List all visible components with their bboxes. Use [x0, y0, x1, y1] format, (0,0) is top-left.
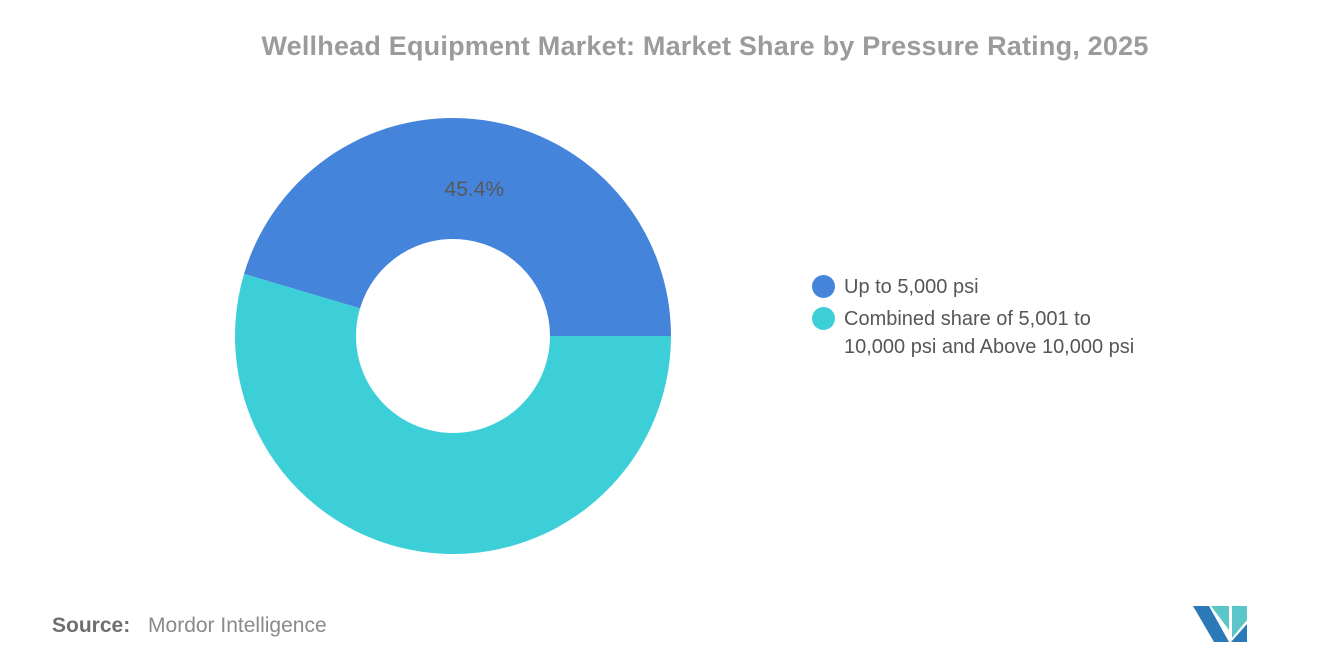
chart-legend: Up to 5,000 psi Combined share of 5,001 …	[812, 273, 1134, 365]
legend-item-combined-share[interactable]: Combined share of 5,001 to 10,000 psi an…	[812, 305, 1134, 361]
donut-chart: 45.4%	[233, 116, 673, 556]
donut-slice-1[interactable]	[234, 273, 671, 554]
source-name: Mordor Intelligence	[148, 614, 327, 637]
slice-data-label: 45.4%	[445, 178, 505, 201]
chart-title: Wellhead Equipment Market: Market Share …	[261, 31, 1149, 61]
mordor-intelligence-logo-icon	[1193, 606, 1247, 642]
source-prefix: Source:	[52, 614, 131, 637]
donut-chart-svg: 45.4%	[234, 117, 672, 554]
source-attribution: Source: Mordor Intelligence	[52, 614, 327, 638]
legend-label: Combined share of 5,001 to 10,000 psi an…	[844, 308, 1135, 358]
legend-item-up-to-5000-psi[interactable]: Up to 5,000 psi	[812, 273, 1134, 301]
donut-slice-0[interactable]	[244, 117, 672, 336]
legend-swatch-teal-icon	[812, 307, 835, 330]
legend-swatch-blue-icon	[812, 275, 835, 298]
legend-label: Up to 5,000 psi	[844, 276, 979, 298]
